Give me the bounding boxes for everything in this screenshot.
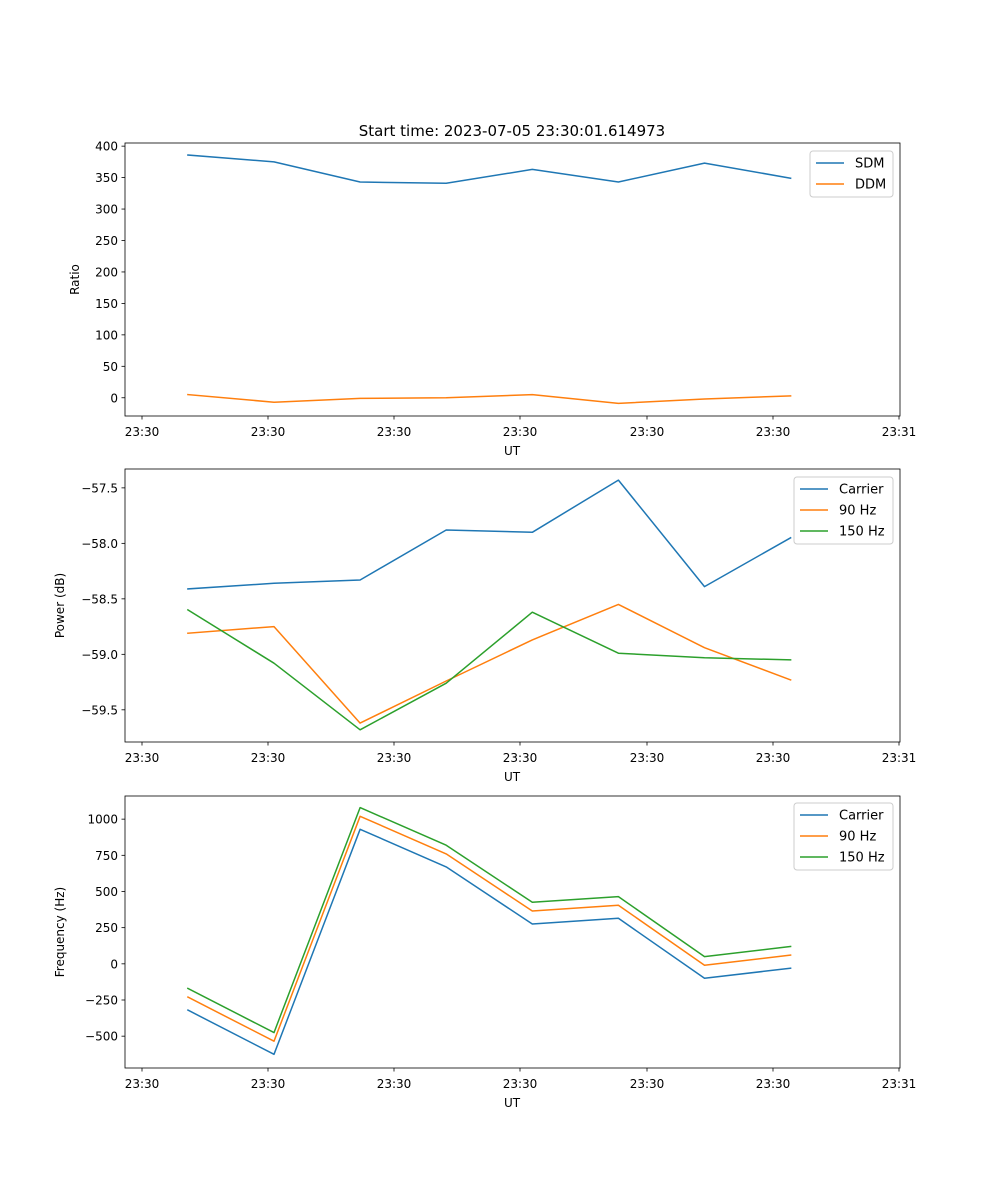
power-ytick-label: −57.5 — [81, 481, 118, 495]
ratio-plot-area — [125, 143, 900, 416]
frequency-axes-frame — [124, 795, 901, 1069]
ratio-ytick-label: 350 — [95, 171, 118, 185]
power-xtick-label: 23:30 — [125, 751, 160, 765]
ratio-panel: 0 50 100 150 200 250 300 350 400 23:30 23:30 23:30 2… — [68, 140, 916, 458]
power-xtick-label: 23:30 — [503, 751, 538, 765]
ratio-xtick-label: 23:30 — [125, 425, 160, 439]
ratio-legend-label: SDM — [855, 157, 884, 172]
ratio-axes-frame — [124, 142, 901, 417]
power-ytick-label: −58.0 — [81, 537, 118, 551]
frequency-ytick-label: 500 — [95, 885, 118, 899]
frequency-series-line-150-hz — [186, 806, 792, 1034]
frequency-series-line-90-hz — [186, 815, 792, 1042]
frequency-yaxis-label: Frequency (Hz) — [53, 887, 67, 978]
frequency-plot-area — [125, 796, 900, 1068]
ratio-ytick-label: 200 — [95, 265, 118, 279]
ratio-series-line-ddm — [187, 393, 792, 405]
power-yaxis-label: Power (dB) — [53, 573, 67, 638]
power-series-line-carrier — [187, 479, 792, 590]
power-ytick-label: −58.5 — [81, 592, 118, 606]
ratio-ytick-label: 400 — [95, 140, 118, 154]
power-xtick-label: 23:30 — [251, 751, 286, 765]
frequency-series-line-carrier — [186, 828, 792, 1056]
frequency-xtick-label: 23:30 — [756, 1077, 791, 1091]
power-xaxis-label: UT — [504, 770, 521, 784]
frequency-xtick-label: 23:30 — [125, 1077, 160, 1091]
power-series-line-90-hz — [187, 603, 792, 724]
ratio-ytick-label: 150 — [95, 297, 118, 311]
frequency-ytick-label: 250 — [95, 921, 118, 935]
ratio-xtick-label: 23:30 — [377, 425, 412, 439]
power-xtick-label: 23:31 — [882, 751, 917, 765]
power-legend — [793, 476, 894, 545]
power-ytick-label: −59.0 — [81, 648, 118, 662]
frequency-legend-label: 90 Hz — [839, 830, 876, 845]
frequency-xtick-label: 23:30 — [377, 1077, 412, 1091]
ratio-xtick-label: 23:30 — [251, 425, 286, 439]
figure-title: Start time: 2023-07-05 23:30:01.614973 — [359, 122, 665, 140]
frequency-xaxis-label: UT — [504, 1096, 521, 1110]
power-legend-label: Carrier — [839, 483, 884, 498]
frequency-legend-label: 150 Hz — [839, 851, 885, 866]
ratio-xaxis-label: UT — [504, 444, 521, 458]
frequency-ytick-label: −250 — [85, 994, 118, 1008]
ratio-ytick-label: 250 — [95, 234, 118, 248]
power-legend-label: 150 Hz — [839, 525, 885, 540]
power-axes-frame — [124, 468, 901, 743]
power-panel: −59.5 −59.0 −58.5 −58.0 −57.5 23:30 23:30 23:30… — [53, 468, 917, 784]
ratio-xtick-label: 23:30 — [630, 425, 665, 439]
ratio-xtick-label: 23:30 — [503, 425, 538, 439]
power-plot-area — [125, 469, 900, 742]
ratio-yaxis-label: Ratio — [68, 264, 82, 295]
power-xtick-label: 23:30 — [630, 751, 665, 765]
frequency-xtick-label: 23:30 — [630, 1077, 665, 1091]
ratio-ytick-label: 100 — [95, 328, 118, 342]
frequency-xtick-label: 23:30 — [503, 1077, 538, 1091]
frequency-ytick-label: 1000 — [87, 813, 118, 827]
ratio-ytick-label: 300 — [95, 203, 118, 217]
frequency-xtick-label: 23:31 — [882, 1077, 917, 1091]
frequency-xtick-label: 23:30 — [251, 1077, 286, 1091]
frequency-legend — [793, 802, 894, 871]
ratio-ytick-label: 50 — [103, 360, 118, 374]
ratio-xtick-label: 23:30 — [756, 425, 791, 439]
power-series-line-150-hz — [186, 608, 792, 731]
power-xtick-label: 23:30 — [756, 751, 791, 765]
ratio-xtick-label: 23:31 — [882, 425, 917, 439]
frequency-legend-label: Carrier — [839, 809, 884, 824]
frequency-panel: −500 −250 0 250 500 750 1000 23:30 23:30 23:30 23:… — [53, 795, 917, 1110]
frequency-ytick-label: −500 — [85, 1030, 118, 1044]
power-ytick-label: −59.5 — [81, 703, 118, 717]
frequency-ytick-label: 0 — [110, 957, 118, 971]
ratio-ytick-label: 0 — [110, 391, 118, 405]
frequency-ytick-label: 750 — [95, 849, 118, 863]
ratio-series-line-sdm — [187, 154, 792, 185]
power-legend-label: 90 Hz — [839, 504, 876, 519]
ratio-legend-label: DDM — [855, 178, 886, 193]
power-xtick-label: 23:30 — [377, 751, 412, 765]
